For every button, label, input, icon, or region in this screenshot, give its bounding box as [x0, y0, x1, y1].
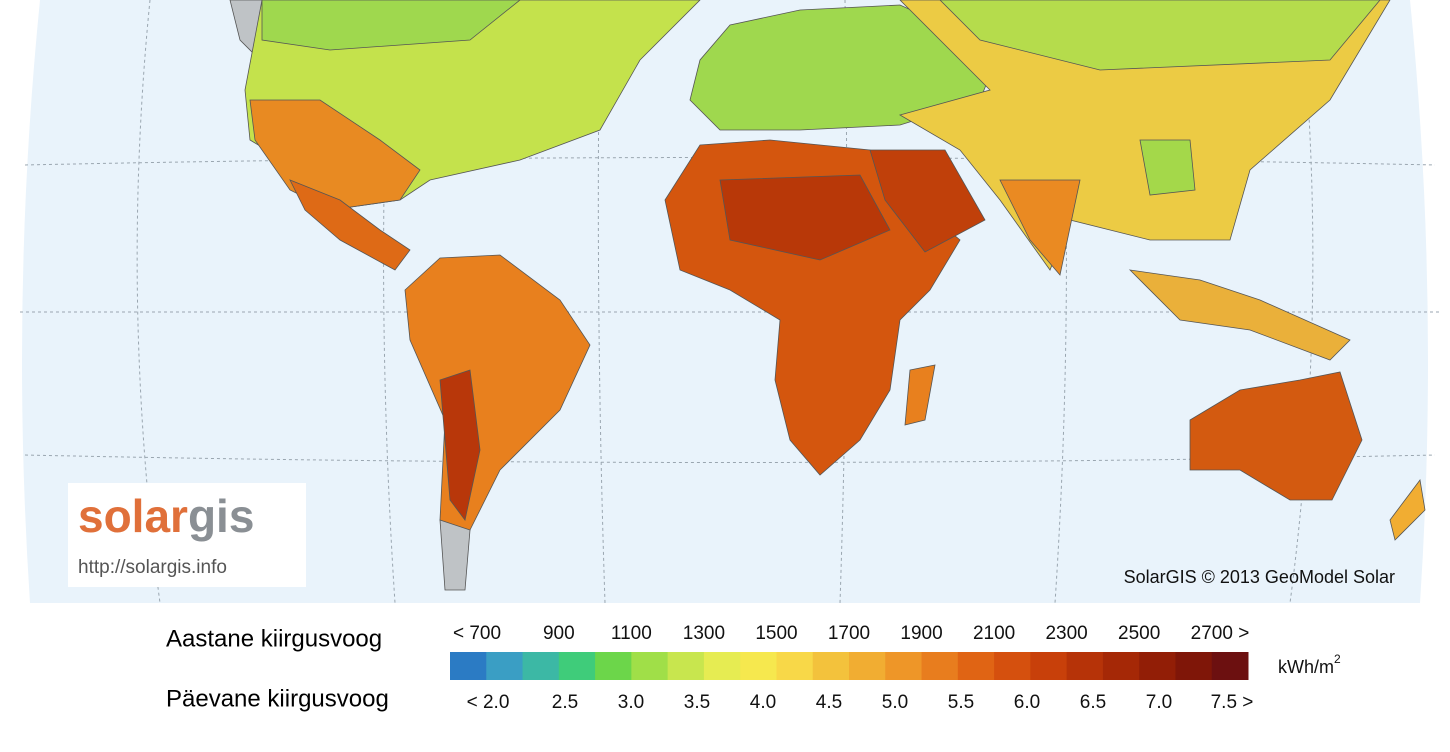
legend-swatch [957, 652, 995, 680]
legend-swatch [703, 652, 741, 680]
legend-swatch [595, 652, 632, 680]
logo-url: http://solargis.info [78, 557, 227, 578]
legend-swatch [558, 652, 596, 680]
daily-tick: 7.5 > [1211, 692, 1254, 713]
annual-tick: 900 [543, 623, 575, 644]
daily-tick: < 2.0 [467, 692, 510, 713]
daily-tick: 4.0 [750, 692, 776, 713]
map: solargis http://solargis.info SolarGIS ©… [20, 0, 1440, 604]
legend-swatch [450, 652, 487, 680]
legend-swatch [667, 652, 705, 680]
daily-tick: 5.5 [948, 692, 974, 713]
unit: kWh/m2 [1278, 652, 1341, 677]
legend-swatch [1066, 652, 1104, 680]
legend-swatch [522, 652, 560, 680]
land [229, 0, 1426, 591]
daily-tick: 2.5 [552, 692, 578, 713]
annual-tick: 2300 [1045, 623, 1087, 644]
legend-swatch [1102, 652, 1140, 680]
legend-swatch [740, 652, 777, 680]
logo-part: gis [188, 490, 254, 542]
annual-tick: 1100 [611, 623, 652, 644]
annual-tick: 2100 [973, 623, 1015, 644]
annual-tick: < 700 [453, 623, 501, 644]
annual-tick: 1300 [683, 623, 725, 644]
legend-swatch [1030, 652, 1068, 680]
legend-title: Päevane kiirgusvoog [166, 685, 389, 712]
legend-swatch [776, 652, 814, 680]
legend-swatch [885, 652, 923, 680]
unit-text: kWh/m [1278, 657, 1334, 677]
legend-swatch [921, 652, 959, 680]
legend-title: Aastane kiirgusvoog [166, 625, 382, 652]
legend-swatch [1139, 652, 1176, 680]
annual-tick: 1700 [828, 623, 870, 644]
unit-sup: 2 [1334, 652, 1341, 666]
logo-box [68, 483, 306, 587]
legend: Aastane kiirgusvoog Päevane kiirgusvoog … [166, 623, 1341, 713]
annual-tick: 1900 [900, 623, 942, 644]
annual-tick: 1500 [755, 623, 797, 644]
legend-swatch [486, 652, 524, 680]
legend-swatch [994, 652, 1031, 680]
daily-tick: 3.5 [684, 692, 710, 713]
legend-swatch [1211, 652, 1249, 680]
daily-tick: 6.0 [1014, 692, 1040, 713]
logo-part: solar [78, 490, 188, 542]
daily-tick: 5.0 [882, 692, 908, 713]
legend-swatch [1175, 652, 1213, 680]
logo: solargis [78, 490, 254, 542]
daily-tick: 3.0 [618, 692, 644, 713]
legend-swatch [812, 652, 850, 680]
daily-tick: 6.5 [1080, 692, 1106, 713]
annual-tick: 2500 [1118, 623, 1160, 644]
legend-swatch [631, 652, 669, 680]
annual-tick: 2700 > [1191, 623, 1250, 644]
daily-tick: 7.0 [1146, 692, 1172, 713]
legend-swatch [849, 652, 886, 680]
credit: SolarGIS © 2013 GeoModel Solar [1124, 567, 1395, 587]
daily-tick: 4.5 [816, 692, 842, 713]
